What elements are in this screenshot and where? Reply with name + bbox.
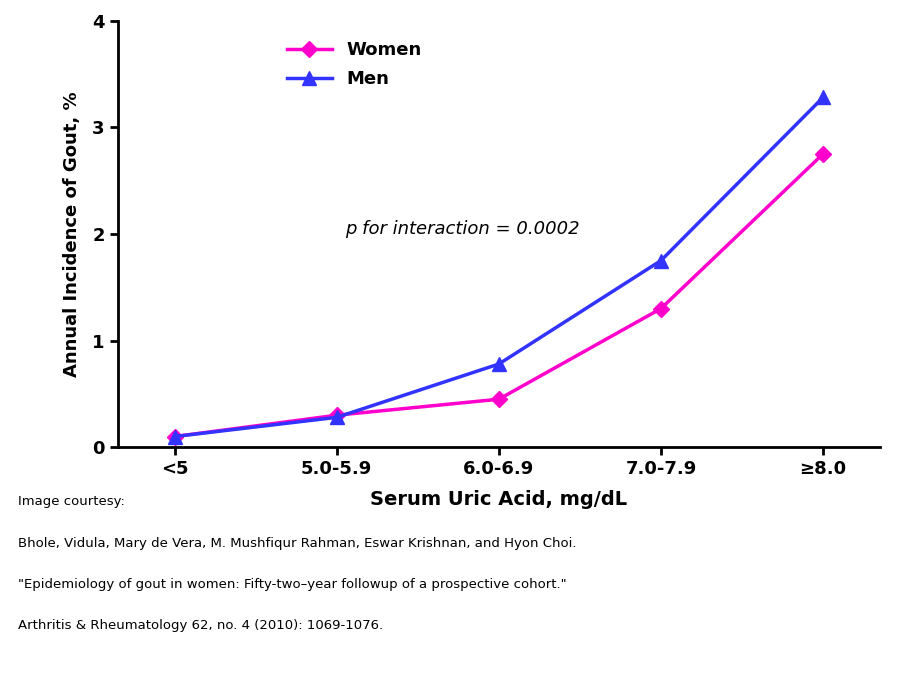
- Text: Bhole, Vidula, Mary de Vera, M. Mushfiqur Rahman, Eswar Krishnan, and Hyon Choi.: Bhole, Vidula, Mary de Vera, M. Mushfiqu…: [18, 537, 577, 550]
- Text: Image courtesy:: Image courtesy:: [18, 495, 125, 508]
- Men: [817, 94, 828, 102]
- Text: Arthritis & Rheumatology 62, no. 4 (2010): 1069-1076.: Arthritis & Rheumatology 62, no. 4 (2010…: [18, 619, 384, 632]
- Women: [493, 395, 504, 403]
- Line: Men: Men: [168, 91, 830, 444]
- Women: [656, 304, 667, 312]
- Men: [170, 433, 180, 441]
- Women: [817, 150, 828, 158]
- Men: [331, 413, 342, 422]
- Men: [656, 257, 667, 265]
- Men: [493, 360, 504, 368]
- Line: Women: Women: [169, 149, 829, 442]
- Women: [170, 433, 180, 441]
- Women: [331, 411, 342, 420]
- Text: p for interaction = 0.0002: p for interaction = 0.0002: [345, 220, 580, 238]
- Legend: Women, Men: Women, Men: [279, 34, 429, 95]
- Text: "Epidemiology of gout in women: Fifty-two–year followup of a prospective cohort.: "Epidemiology of gout in women: Fifty-tw…: [18, 578, 567, 591]
- Y-axis label: Annual Incidence of Gout, %: Annual Incidence of Gout, %: [63, 91, 81, 377]
- X-axis label: Serum Uric Acid, mg/dL: Serum Uric Acid, mg/dL: [370, 489, 628, 508]
